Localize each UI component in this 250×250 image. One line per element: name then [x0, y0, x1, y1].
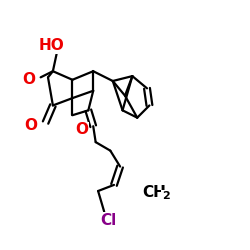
- Text: HO: HO: [38, 38, 64, 53]
- Text: Cl: Cl: [100, 213, 116, 228]
- Text: O: O: [24, 118, 38, 132]
- Text: O: O: [22, 72, 35, 87]
- Text: O: O: [76, 122, 89, 138]
- Text: CH: CH: [142, 185, 166, 200]
- Text: 2: 2: [162, 191, 170, 201]
